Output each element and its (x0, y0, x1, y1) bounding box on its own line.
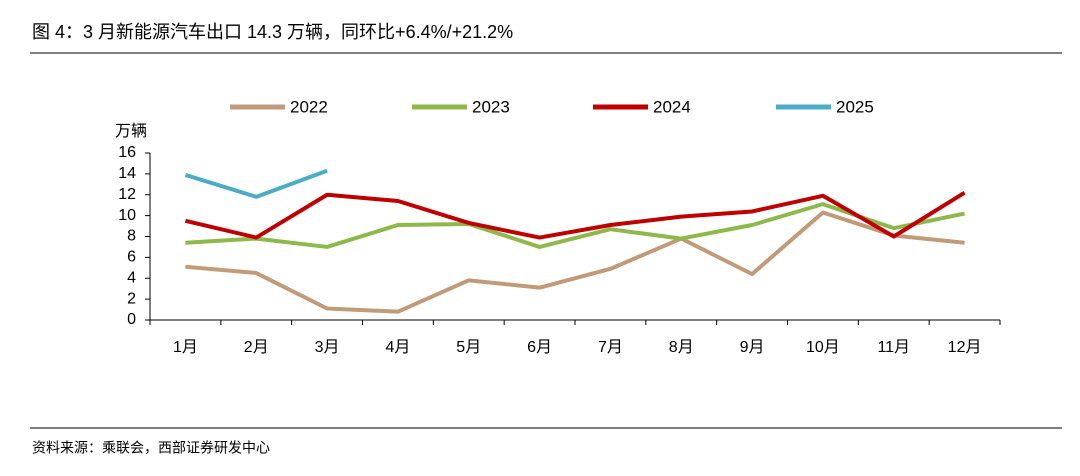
x-tick-label: 7月 (598, 339, 623, 356)
y-tick-label: 6 (127, 249, 136, 266)
x-tick-label: 5月 (456, 339, 481, 356)
legend-label: 2022 (290, 97, 328, 116)
series-line (185, 202, 965, 249)
legend-label: 2023 (472, 97, 510, 116)
x-tick-label: 1月 (173, 339, 198, 356)
x-tick-label: 10月 (806, 339, 840, 356)
y-tick-label: 0 (127, 311, 136, 328)
y-tick-label: 16 (118, 144, 136, 161)
x-tick-label: 3月 (315, 339, 340, 356)
x-tick-label: 12月 (948, 339, 982, 356)
y-tick-label: 2 (127, 290, 136, 307)
x-tick-label: 8月 (669, 339, 694, 356)
x-tick-label: 4月 (385, 339, 410, 356)
series-line (184, 190, 966, 240)
y-tick-label: 14 (118, 165, 136, 182)
legend-label: 2024 (653, 97, 691, 116)
series-line (185, 210, 965, 314)
series-line (184, 168, 328, 199)
x-tick-label: 9月 (740, 339, 765, 356)
legend-label: 2025 (836, 97, 874, 116)
y-tick-label: 12 (118, 186, 136, 203)
y-tick-label: 4 (127, 269, 136, 286)
chart-title: 图 4：3 月新能源汽车出口 14.3 万辆，同环比+6.4%/+21.2% (32, 22, 513, 42)
x-tick-label: 11月 (877, 339, 910, 356)
source: 资料来源：乘联会，西部证券研发中心 (32, 440, 270, 456)
y-axis-label: 万辆 (115, 122, 147, 140)
y-tick-label: 8 (127, 228, 136, 245)
y-tick-label: 10 (118, 207, 136, 224)
x-tick-label: 2月 (244, 339, 269, 356)
x-tick-label: 6月 (527, 339, 552, 356)
